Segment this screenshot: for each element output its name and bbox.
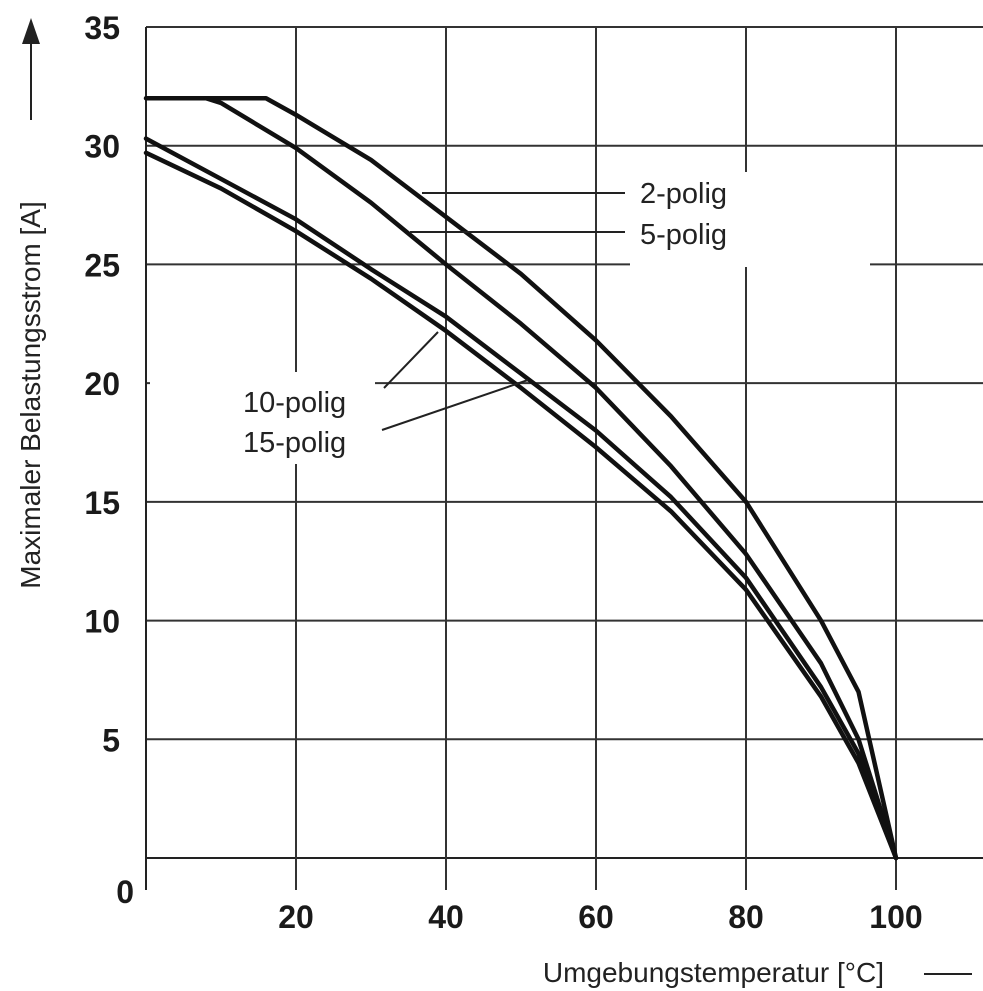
y-axis-arrow-head	[22, 18, 40, 44]
y-tick-label-30: 30	[84, 129, 120, 165]
series-labels: 2-polig 5-polig 10-polig 15-polig	[150, 172, 870, 464]
label-box-upper	[630, 172, 870, 267]
y-tick-label-10: 10	[84, 604, 120, 640]
y-tick-label-5: 5	[102, 722, 120, 758]
x-tick-label-100: 100	[869, 899, 922, 935]
grid	[145, 26, 983, 890]
tick-labels: 0 5 10 15 20 25 30 35 20 40 60 80 100	[84, 10, 922, 935]
series-line-2-polig	[143, 95, 899, 861]
y-tick-label-20: 20	[84, 366, 120, 402]
label-box-lower	[150, 372, 375, 464]
y-tick-label-35: 35	[84, 10, 120, 46]
series-line-10-polig	[143, 136, 899, 861]
leader-15-polig	[381, 379, 529, 431]
series-line-15-polig	[143, 150, 899, 861]
y-axis-title: Maximaler Belastungsstrom [A]	[15, 201, 46, 588]
x-tick-label-40: 40	[428, 899, 464, 935]
y-tick-label-25: 25	[84, 247, 120, 283]
series-curves	[143, 95, 899, 861]
series-label-10-polig: 10-polig	[243, 387, 346, 419]
y-tick-label-15: 15	[84, 485, 120, 521]
y-tick-label-0: 0	[116, 874, 134, 910]
x-tick-label-20: 20	[278, 899, 314, 935]
series-line-5-polig	[203, 95, 899, 861]
series-label-15-polig: 15-polig	[243, 427, 346, 459]
label-leader-lines	[381, 192, 625, 431]
series-label-5-polig: 5-polig	[640, 219, 727, 251]
series-label-2-polig: 2-polig	[640, 178, 727, 210]
leader-10-polig	[383, 331, 439, 389]
x-tick-label-60: 60	[578, 899, 614, 935]
x-axis-title: Umgebungstemperatur [°C]	[543, 957, 884, 988]
x-tick-label-80: 80	[728, 899, 764, 935]
